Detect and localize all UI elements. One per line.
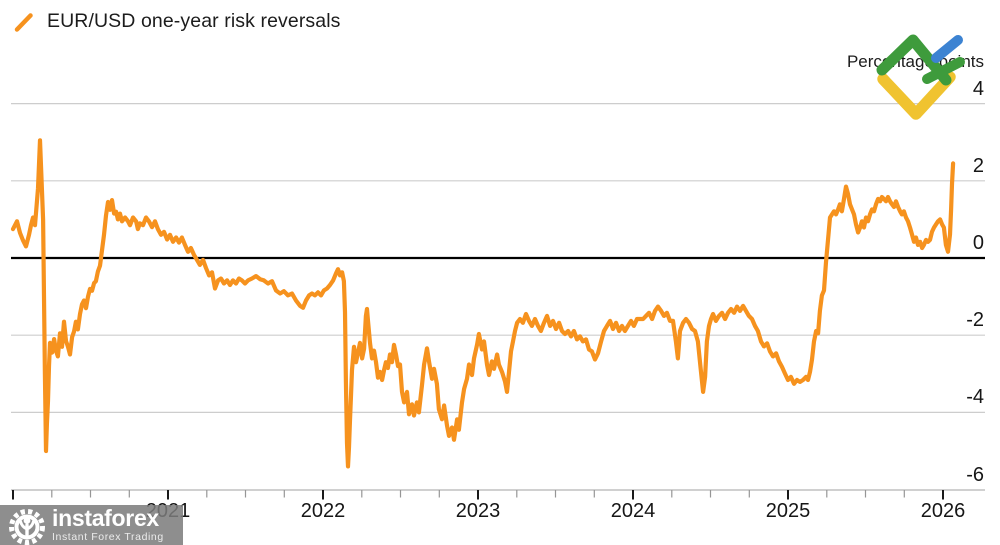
chart-legend: EUR/USD one-year risk reversals (13, 10, 341, 33)
litefinance-logo (876, 34, 965, 120)
logo-green-peak (876, 34, 952, 86)
y-axis-tick-label: 2 (972, 154, 984, 177)
logo-green-tail (922, 57, 965, 84)
x-axis-year-label: 2025 (765, 500, 811, 522)
x-axis-year-label: 2026 (920, 500, 966, 522)
watermark-tagline: Instant Forex Trading (52, 531, 164, 544)
y-axis-tick-label: -2 (966, 309, 984, 332)
series-line (10, 138, 956, 469)
legend-series-label: EUR/USD one-year risk reversals (47, 10, 341, 32)
x-axis-year-label: 2023 (455, 500, 501, 522)
legend-slash-icon (14, 12, 33, 32)
watermark-brand: instaforex (52, 505, 159, 532)
instaforex-watermark: instaforex Instant Forex Trading (0, 505, 183, 545)
logo-blue-accent (931, 35, 963, 63)
instaforex-gear-icon (9, 509, 45, 545)
y-axis-tick-label: 0 (972, 232, 984, 254)
y-axis-tick-label: -6 (966, 463, 984, 486)
y-axis-tick-label: 4 (972, 77, 984, 100)
x-axis-year-label: 2022 (300, 500, 346, 522)
logo-yellow-check (877, 71, 956, 120)
x-axis-year-label: 2024 (610, 500, 656, 522)
watermark-text: instaforex Instant Forex Trading (52, 507, 164, 543)
y-axis-tick-label: -4 (966, 386, 984, 409)
